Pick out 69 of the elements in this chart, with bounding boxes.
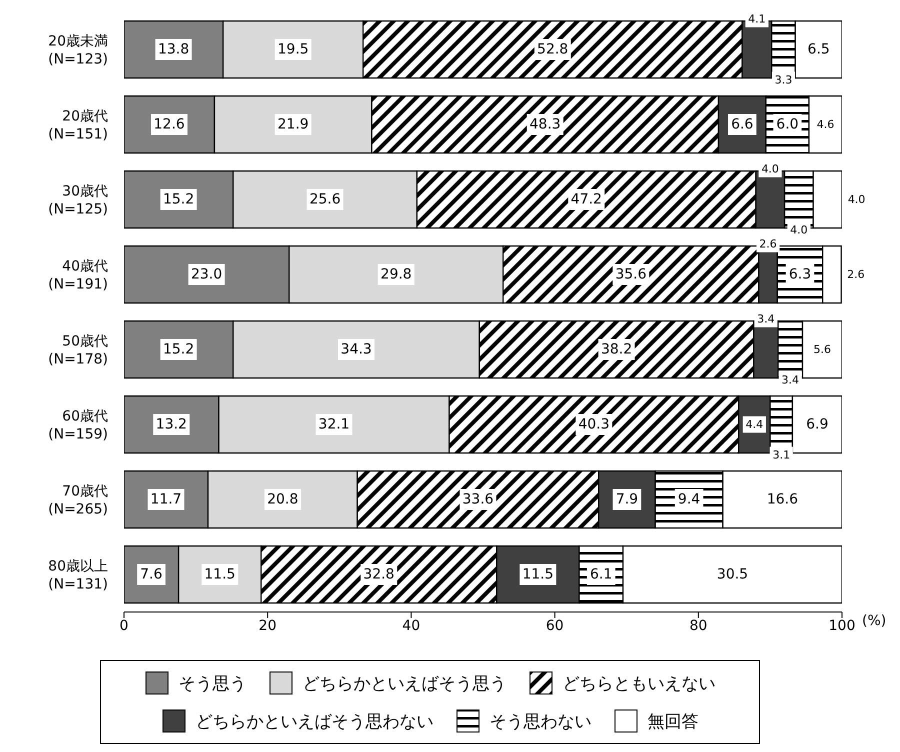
data-label: 13.2 [156, 416, 187, 432]
data-label: 3.4 [782, 374, 800, 386]
x-axis-title: (%) [862, 612, 886, 629]
y-tick-label: 70歳代 (N=265) [48, 484, 108, 518]
data-label: 16.6 [766, 492, 798, 508]
data-label: 30.5 [716, 566, 748, 582]
x-tick-label: 60 [546, 618, 564, 634]
x-tick-label: 100 [828, 618, 856, 634]
data-label: 15.2 [162, 342, 194, 358]
legend-label: どちらかといえばそう思わない [196, 710, 434, 732]
data-label: 21.9 [278, 116, 309, 132]
data-label: 2.6 [759, 238, 777, 250]
data-label: 38.2 [600, 342, 632, 358]
data-label: 32.8 [363, 566, 394, 582]
y-tick-label: 60歳代 (N=159) [48, 408, 108, 442]
data-label: 19.5 [278, 42, 309, 58]
legend-label: そう思う [178, 672, 246, 694]
data-label: 25.6 [309, 192, 341, 208]
data-label: 11.5 [204, 566, 236, 582]
x-tick-label: 40 [402, 618, 420, 634]
data-label: 15.2 [162, 192, 194, 208]
legend-label: そう思わない [490, 710, 592, 732]
y-tick-label: 20歳代 (N=151) [48, 108, 108, 142]
x-tick-label: 0 [120, 618, 128, 634]
data-label: 3.3 [774, 74, 792, 86]
data-label: 6.9 [806, 416, 828, 432]
data-label: 40.3 [578, 416, 610, 432]
data-label: 35.6 [615, 266, 647, 282]
y-tick-label: 20歳未満 (N=123) [48, 34, 108, 68]
y-tick-label: 40歳代 (N=191) [48, 258, 108, 292]
legend-label: 無回答 [648, 710, 698, 732]
data-label: 48.3 [530, 116, 561, 132]
y-tick-label: 80歳以上 (N=131) [48, 558, 108, 592]
data-label: 7.9 [616, 492, 638, 508]
data-label: 11.5 [522, 566, 554, 582]
data-label: 4.6 [816, 118, 834, 131]
data-label: 3.1 [772, 448, 790, 462]
data-label: 29.8 [380, 266, 412, 282]
data-label: 34.3 [340, 342, 372, 358]
data-label: 47.2 [570, 192, 602, 208]
legend-label: どちらかといえばそう思う [302, 672, 506, 694]
data-label: 9.4 [678, 492, 700, 508]
data-label: 4.0 [790, 224, 808, 236]
data-label: 4.0 [761, 162, 779, 176]
legend-label: どちらともいえない [562, 672, 716, 694]
data-label: 4.4 [746, 418, 764, 431]
x-tick-label: 80 [689, 618, 708, 634]
data-label: 11.7 [150, 492, 182, 508]
data-label: 20.8 [267, 492, 298, 508]
y-tick-label: 30歳代 (N=125) [48, 184, 108, 218]
data-label: 4.1 [748, 12, 766, 26]
data-label: 2.6 [847, 268, 865, 281]
data-label: 23.0 [190, 266, 222, 282]
x-tick-label: 20 [258, 618, 277, 634]
data-label: 6.1 [590, 566, 612, 582]
data-label: 6.3 [788, 266, 812, 282]
data-label: 6.5 [808, 42, 830, 58]
data-label: 7.6 [140, 566, 163, 582]
data-label: 4.0 [848, 193, 866, 206]
data-label: 12.6 [154, 116, 185, 132]
data-label: 6.6 [731, 116, 754, 132]
data-label: 5.6 [814, 343, 832, 356]
data-label: 33.6 [462, 492, 494, 508]
y-tick-label: 50歳代 (N=178) [48, 334, 108, 368]
data-label: 6.0 [776, 116, 799, 132]
data-label: 3.4 [757, 312, 775, 326]
data-label: 32.1 [318, 416, 350, 432]
data-label: 13.8 [158, 42, 190, 58]
data-label: 52.8 [537, 42, 568, 58]
